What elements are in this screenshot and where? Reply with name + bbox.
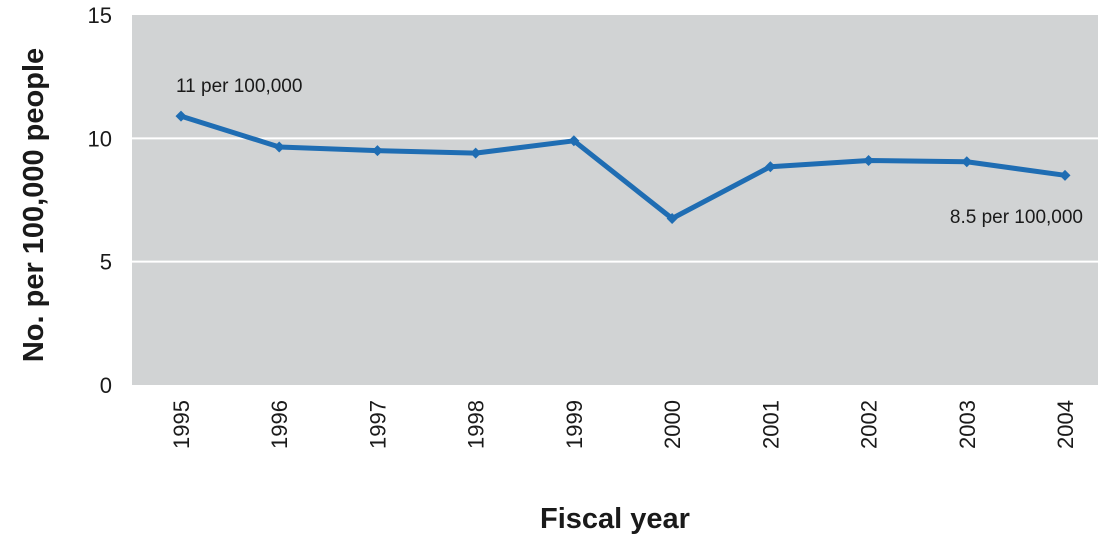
y-axis-title: No. per 100,000 people	[18, 48, 50, 362]
data-point	[863, 155, 875, 167]
data-point	[470, 147, 482, 159]
x-tick-label: 1996	[267, 400, 292, 449]
y-tick-label: 15	[88, 3, 112, 28]
x-tick-label: 2003	[955, 400, 980, 449]
data-point	[1059, 169, 1071, 181]
series-line	[178, 113, 1068, 221]
gridlines	[132, 137, 1098, 263]
data-point	[273, 141, 285, 153]
data-point	[175, 110, 187, 122]
x-tick-label: 2001	[758, 400, 783, 449]
data-point	[764, 161, 776, 173]
x-tick-label: 1997	[365, 400, 390, 449]
annotation-end: 8.5 per 100,000	[950, 207, 1083, 228]
y-tick-label: 10	[88, 126, 112, 151]
x-tick-label: 1995	[169, 400, 194, 449]
x-tick-label: 2000	[660, 400, 685, 449]
data-point	[568, 135, 580, 147]
x-tick-label: 1999	[562, 400, 587, 449]
plot-background	[132, 15, 1098, 385]
x-tick-label: 1998	[464, 400, 489, 449]
x-axis-ticks: 1995 1996 1997 1998 1999 2000 2001 2002 2003 2004	[169, 400, 1078, 449]
x-tick-label: 2002	[857, 400, 882, 449]
annotation-start: 11 per 100,000	[176, 76, 302, 97]
data-point	[961, 156, 973, 168]
x-tick-label: 2004	[1053, 400, 1078, 449]
data-point	[666, 213, 678, 224]
annotations: 11 per 100,000 8.5 per 100,000	[176, 76, 1083, 228]
x-axis-title: Fiscal year	[540, 503, 690, 535]
y-tick-label: 5	[100, 250, 112, 275]
series-layer	[175, 110, 1071, 224]
y-axis-ticks: 0 5 10 15	[88, 3, 112, 398]
data-point	[371, 145, 383, 157]
y-tick-label: 0	[100, 373, 112, 398]
